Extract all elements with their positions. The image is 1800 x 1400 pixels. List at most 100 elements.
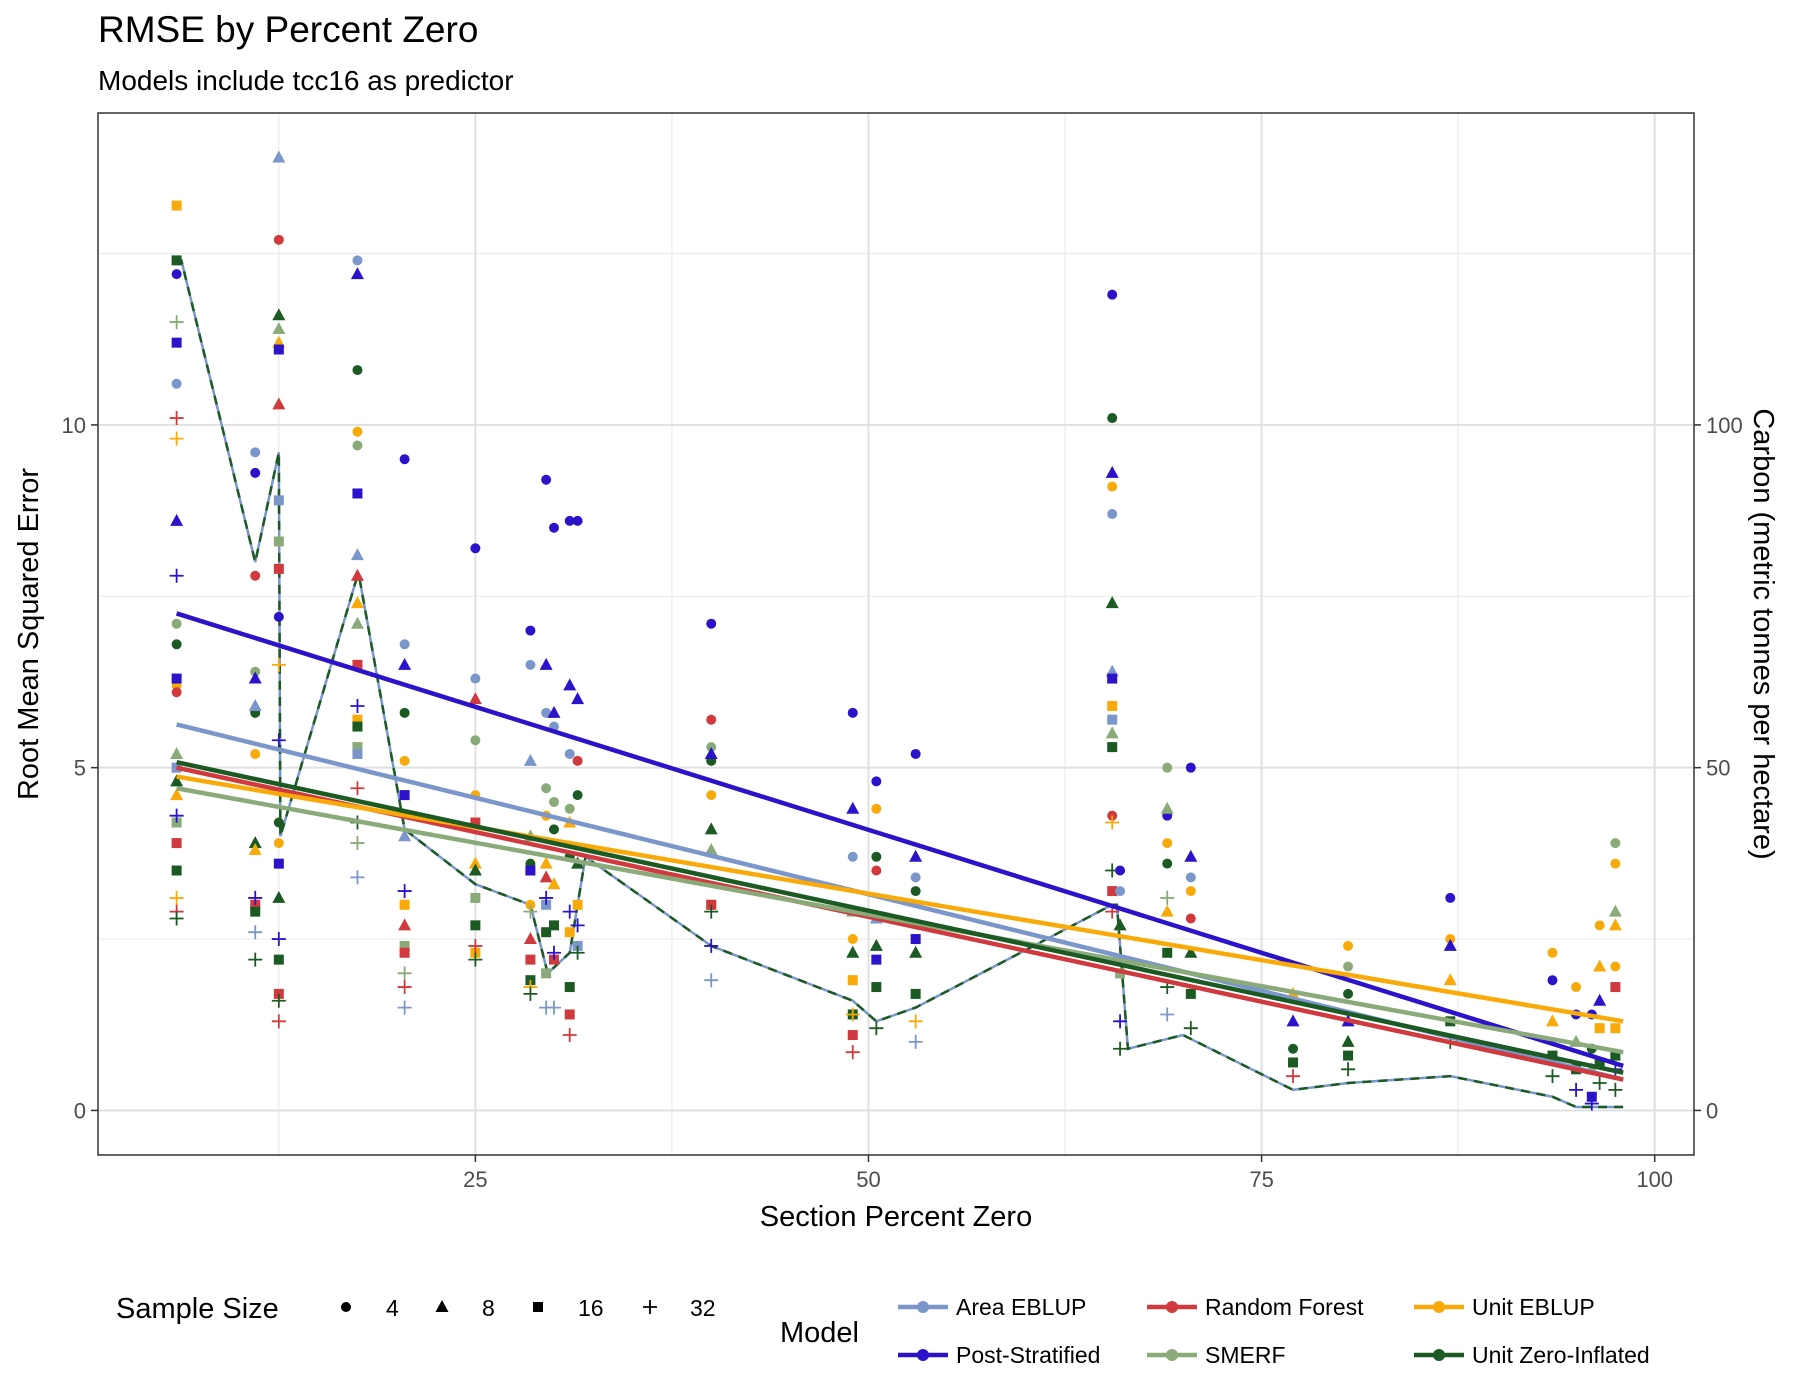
- data-point-random-forest-n8: [523, 932, 537, 945]
- data-point-smerf-n4: [564, 803, 575, 814]
- data-point-post-stratified-n8: [571, 692, 585, 705]
- data-point-unit-zero-inflated-n32: [1608, 1082, 1623, 1097]
- data-point-post-stratified-n16: [910, 934, 921, 945]
- data-point-unit-zero-inflated-n16: [250, 906, 261, 917]
- grid-lines: [98, 113, 1694, 1155]
- data-point-unit-zero-inflated-n16: [1594, 1057, 1605, 1068]
- data-point-post-stratified-n8: [909, 849, 923, 862]
- legend-key-dot-random-forest: [1166, 1301, 1178, 1313]
- data-point-post-stratified-n8: [704, 746, 718, 759]
- data-point-unit-eblup-n8: [547, 877, 561, 890]
- data-point-unit-zero-inflated-n8: [1341, 1034, 1355, 1047]
- x-tick-label: 50: [856, 1167, 880, 1192]
- data-point-unit-eblup-n4: [847, 934, 858, 945]
- data-point-unit-eblup-n8: [468, 856, 482, 869]
- data-point-area-eblup-n4: [847, 851, 858, 862]
- data-point-post-stratified-n32: [271, 932, 286, 947]
- data-point-post-stratified-n32: [539, 890, 554, 905]
- chart-subtitle: Models include tcc16 as predictor: [98, 65, 514, 96]
- data-point-post-stratified-n16: [525, 865, 536, 876]
- data-point-smerf-n4: [549, 796, 559, 807]
- data-point-smerf-n4: [171, 618, 182, 629]
- data-point-unit-zero-inflated-n32: [1113, 1041, 1128, 1056]
- data-point-unit-eblup-n32: [271, 657, 286, 672]
- data-point-unit-eblup-n16: [171, 200, 182, 211]
- data-point-post-stratified-n4: [1445, 892, 1456, 903]
- data-point-smerf-n8: [1608, 904, 1622, 917]
- data-point-smerf-n8: [170, 746, 184, 759]
- data-point-unit-eblup-n4: [871, 803, 882, 814]
- legend-key-size-4: [341, 1302, 351, 1312]
- data-point-smerf-n8: [350, 616, 364, 629]
- data-point-unit-zero-inflated-n4: [549, 824, 559, 835]
- data-point-post-stratified-n4: [1547, 975, 1558, 986]
- data-point-unit-eblup-n16: [1594, 1023, 1605, 1034]
- data-point-random-forest-n16: [525, 954, 536, 965]
- data-point-area-eblup-n32: [1160, 1007, 1175, 1022]
- data-point-post-stratified-n4: [171, 269, 182, 280]
- data-point-unit-eblup-n32: [908, 1014, 923, 1029]
- data-point-unit-eblup-n4: [352, 426, 363, 437]
- data-point-area-eblup-n4: [1107, 509, 1118, 520]
- data-point-random-forest-n16: [1610, 982, 1621, 993]
- data-point-unit-eblup-n16: [564, 927, 575, 938]
- data-point-post-stratified-n32: [397, 884, 412, 899]
- data-point-smerf-n16: [399, 940, 410, 951]
- legend-label-unit-eblup: Unit EBLUP: [1472, 1294, 1595, 1320]
- data-point-random-forest-n4: [572, 755, 583, 766]
- data-point-smerf-n16: [541, 968, 552, 979]
- data-point-unit-eblup-n4: [1610, 858, 1621, 869]
- data-point-area-eblup-n32: [350, 870, 365, 885]
- data-point-unit-eblup-n8: [539, 856, 553, 869]
- data-point-post-stratified-n4: [273, 611, 284, 622]
- data-point-post-stratified-n8: [563, 678, 577, 691]
- legend-label-smerf: SMERF: [1205, 1342, 1286, 1368]
- data-point-unit-eblup-n4: [399, 755, 410, 766]
- legend-key-size-32: [643, 1300, 657, 1314]
- data-point-post-stratified-n4: [564, 515, 575, 526]
- data-point-post-stratified-n8: [1286, 1014, 1300, 1027]
- data-point-post-stratified-n4: [525, 625, 536, 636]
- data-point-post-stratified-n32: [169, 568, 184, 583]
- data-point-unit-zero-inflated-n8: [846, 945, 860, 958]
- data-point-random-forest-n8: [272, 397, 286, 410]
- data-point-unit-zero-inflated-n4: [399, 707, 410, 718]
- data-point-post-stratified-n8: [547, 705, 561, 718]
- data-point-unit-zero-inflated-n16: [564, 982, 575, 993]
- legend-key-dot-unit-eblup: [1433, 1301, 1445, 1313]
- data-point-smerf-n4: [541, 783, 552, 794]
- data-point-post-stratified-n4: [541, 474, 552, 485]
- data-point-post-stratified-n32: [271, 733, 286, 748]
- data-point-unit-zero-inflated-n16: [541, 927, 552, 938]
- data-point-unit-zero-inflated-n8: [1184, 945, 1198, 958]
- data-point-unit-eblup-n32: [169, 890, 184, 905]
- data-point-post-stratified-n8: [1593, 993, 1607, 1006]
- data-point-post-stratified-n4: [470, 543, 481, 554]
- data-point-post-stratified-n32: [570, 918, 585, 933]
- data-point-random-forest-n16: [1107, 886, 1118, 897]
- data-point-post-stratified-n32: [1584, 1096, 1599, 1111]
- data-point-unit-zero-inflated-n8: [869, 938, 883, 951]
- legend-label-size-8: 8: [482, 1295, 495, 1321]
- data-point-unit-zero-inflated-n16: [470, 920, 481, 931]
- data-point-unit-zero-inflated-n16: [871, 982, 882, 993]
- data-point-unit-eblup-n8: [1545, 1014, 1559, 1027]
- data-point-random-forest-n4: [250, 570, 261, 581]
- data-point-smerf-n8: [272, 321, 286, 334]
- data-point-unit-eblup-n4: [1594, 920, 1605, 931]
- data-point-unit-zero-inflated-n4: [1162, 858, 1173, 869]
- data-point-post-stratified-n16: [171, 673, 182, 684]
- data-point-unit-zero-inflated-n8: [1105, 596, 1119, 609]
- legend-label-post-stratified: Post-Stratified: [956, 1342, 1100, 1368]
- data-point-unit-eblup-n4: [1185, 886, 1196, 897]
- data-point-random-forest-n8: [468, 692, 482, 705]
- data-point-unit-eblup-n4: [1343, 940, 1354, 951]
- data-point-unit-eblup-n16: [1107, 700, 1118, 711]
- x-tick-label: 25: [463, 1167, 487, 1192]
- data-point-post-stratified-n8: [248, 671, 262, 684]
- legend-key-dot-area-eblup: [917, 1301, 929, 1313]
- data-point-post-stratified-n16: [871, 954, 882, 965]
- legend-key-dot-post-stratified: [917, 1349, 929, 1361]
- data-point-area-eblup-n8: [272, 150, 286, 163]
- data-point-unit-eblup-n8: [248, 842, 262, 855]
